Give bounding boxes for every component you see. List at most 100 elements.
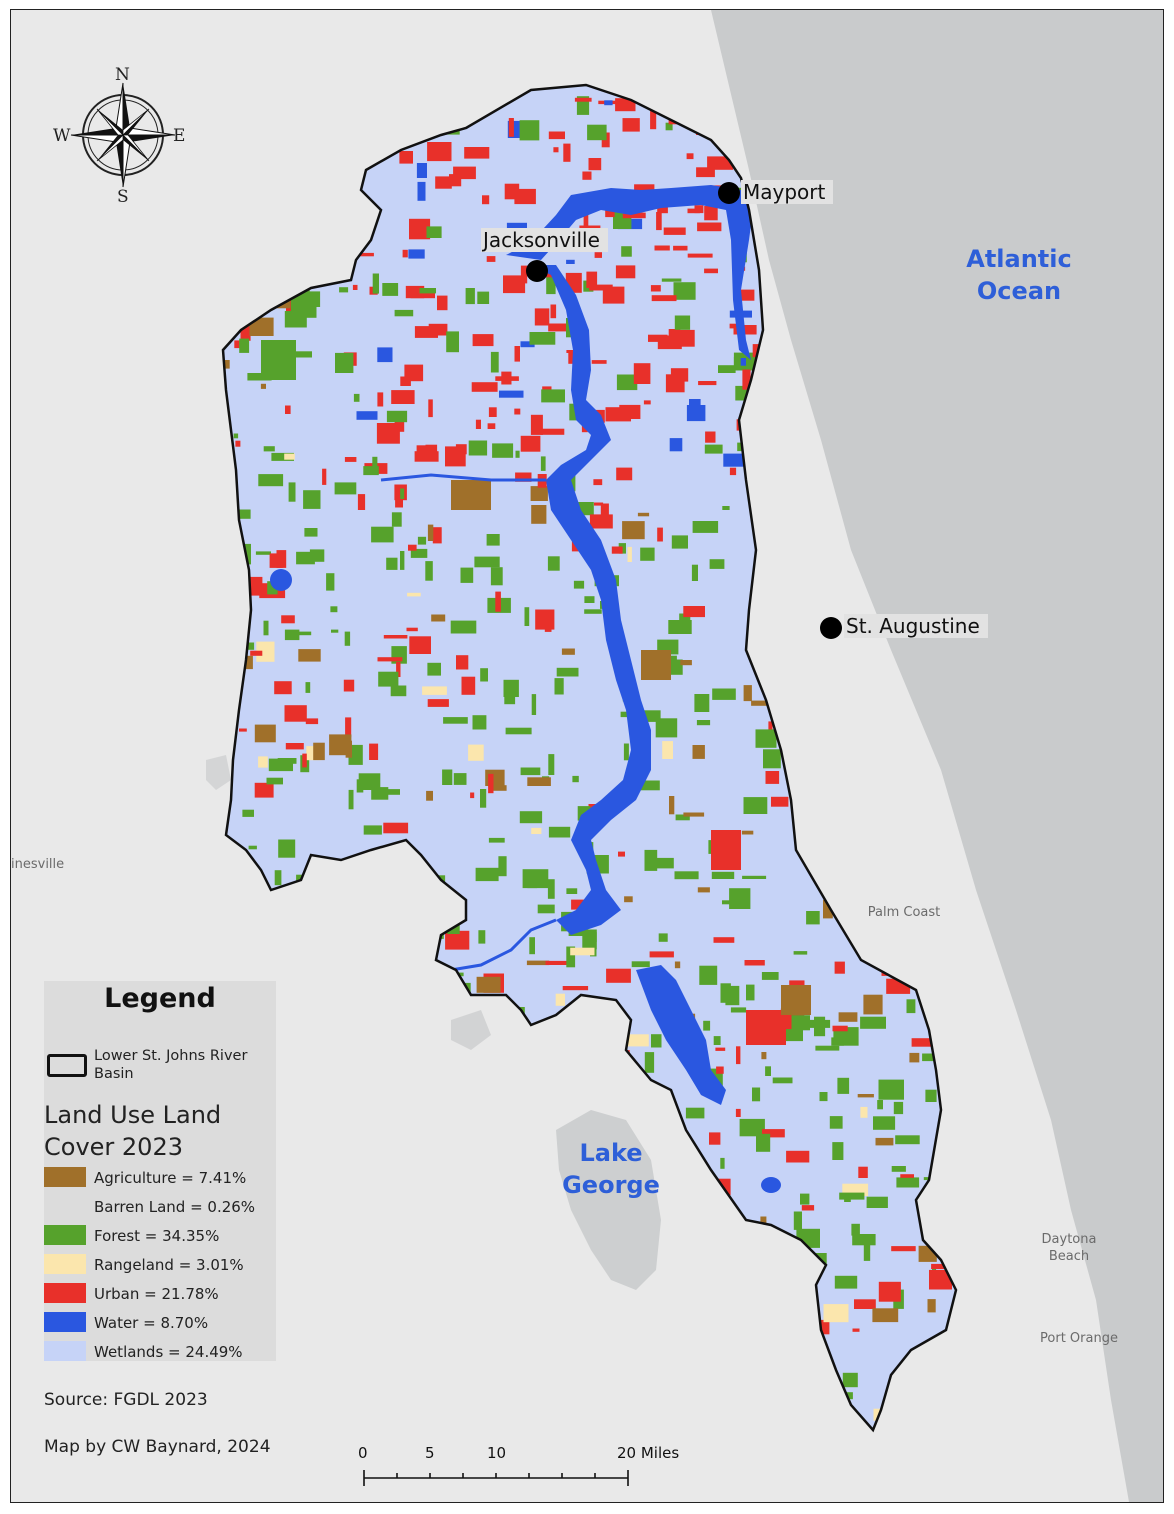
land-cover-patch — [683, 812, 705, 817]
land-cover-patch — [696, 117, 722, 135]
land-cover-patch — [721, 1339, 743, 1343]
land-cover-patch — [425, 444, 438, 452]
land-cover-patch — [329, 734, 352, 756]
land-cover-patch — [269, 553, 283, 568]
land-cover-patch — [487, 423, 496, 429]
land-cover-patch — [832, 1142, 844, 1160]
land-cover-patch — [716, 1066, 724, 1074]
land-cover-patch — [720, 1342, 734, 1363]
land-cover-patch — [692, 1207, 719, 1219]
land-cover-patch — [379, 130, 386, 145]
land-cover-patch — [235, 440, 241, 447]
land-cover-patch — [443, 893, 451, 904]
land-cover-patch — [930, 980, 952, 992]
land-cover-patch — [468, 440, 488, 456]
land-cover-patch — [553, 147, 559, 153]
land-cover-patch — [355, 132, 363, 140]
land-cover-patch — [588, 997, 606, 1016]
land-cover-patch — [420, 1415, 439, 1430]
land-cover-patch — [940, 954, 952, 959]
land-cover-patch — [319, 1290, 335, 1294]
land-cover-patch — [800, 763, 824, 779]
land-cover-patch — [637, 780, 660, 791]
land-cover-patch — [324, 1364, 348, 1381]
land-cover-patch — [526, 1391, 536, 1409]
land-cover-patch — [760, 368, 780, 376]
land-cover-patch — [619, 1082, 637, 1091]
land-cover-patch — [492, 443, 514, 458]
land-cover-patch — [338, 120, 349, 126]
city-dot-st-augustine[interactable] — [820, 617, 842, 639]
land-cover-patch — [784, 538, 806, 545]
land-cover-patch — [225, 870, 234, 883]
land-cover-patch — [791, 530, 807, 547]
land-cover-patch — [269, 297, 291, 309]
city-label-jacksonville: Jacksonville — [481, 228, 608, 252]
land-cover-patch — [329, 1336, 340, 1346]
land-cover-patch — [284, 453, 295, 460]
land-cover-patch — [419, 288, 436, 294]
land-cover-patch — [930, 1029, 945, 1034]
land-cover-patch — [594, 252, 602, 258]
city-dot-jacksonville[interactable] — [526, 260, 548, 282]
land-cover-patch — [808, 801, 827, 823]
label-lake-george: Lake George — [562, 1139, 660, 1199]
land-cover-patch — [485, 1083, 495, 1101]
land-cover-patch — [296, 911, 318, 924]
land-cover-patch — [882, 852, 891, 865]
land-cover-patch — [634, 1413, 657, 1427]
land-cover-patch — [709, 1132, 721, 1145]
land-cover-patch — [520, 435, 541, 452]
land-cover-patch — [761, 1052, 767, 1060]
land-cover-patch — [624, 896, 633, 903]
land-cover-patch — [668, 329, 681, 340]
land-cover-patch — [696, 720, 711, 726]
land-cover-patch — [267, 169, 290, 174]
land-cover-patch — [852, 1234, 876, 1246]
land-cover-patch — [331, 1329, 346, 1347]
land-cover-patch — [256, 641, 275, 662]
land-cover-patch — [615, 1350, 639, 1356]
land-cover-patch — [668, 620, 692, 634]
land-cover-patch — [277, 1385, 289, 1398]
land-cover-patch — [247, 185, 271, 204]
land-cover-patch — [768, 721, 773, 734]
land-cover-patch — [764, 1398, 771, 1418]
land-cover-patch — [548, 131, 565, 140]
credit-text: Map by CW Baynard, 2024 — [44, 1437, 271, 1457]
land-cover-patch — [759, 640, 771, 647]
lulc-swatch — [44, 1196, 86, 1216]
land-cover-patch — [753, 798, 760, 804]
land-cover-patch — [284, 311, 307, 328]
land-cover-patch — [670, 368, 689, 382]
land-cover-patch — [697, 887, 710, 893]
land-cover-patch — [566, 259, 575, 264]
land-cover-patch — [305, 682, 311, 693]
land-cover-patch — [895, 732, 915, 737]
land-cover-patch — [569, 1408, 576, 1419]
land-cover-patch — [435, 176, 452, 189]
land-cover-patch — [864, 825, 881, 843]
land-cover-patch — [718, 365, 736, 373]
land-cover-patch — [255, 551, 271, 555]
land-cover-patch — [250, 175, 264, 186]
land-cover-patch — [425, 561, 433, 581]
land-cover-patch — [750, 385, 775, 395]
land-cover-patch — [295, 291, 321, 307]
land-cover-patch — [495, 591, 501, 612]
land-cover-patch — [348, 789, 354, 810]
land-cover-patch — [758, 535, 771, 551]
land-cover-patch — [836, 673, 856, 690]
land-cover-patch — [252, 896, 270, 916]
land-cover-patch — [298, 649, 321, 662]
land-cover-patch — [618, 851, 625, 857]
land-cover-patch — [860, 1106, 868, 1118]
land-cover-patch — [346, 1159, 364, 1169]
land-cover-patch — [743, 685, 752, 702]
land-cover-patch — [380, 876, 396, 882]
land-cover-patch — [390, 685, 407, 697]
land-cover-patch — [650, 285, 661, 292]
city-dot-mayport[interactable] — [718, 182, 740, 204]
land-cover-patch — [492, 785, 507, 791]
land-cover-patch — [369, 743, 379, 760]
